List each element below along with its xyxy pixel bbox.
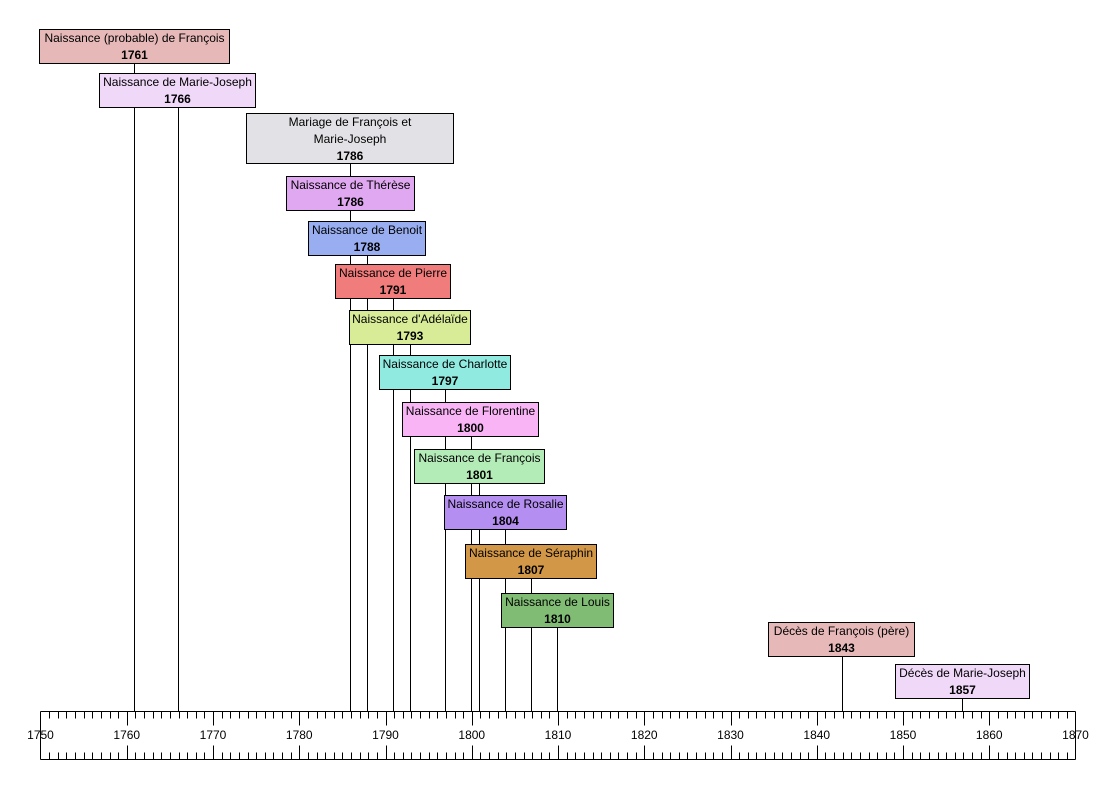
tick-label: 1770	[200, 728, 227, 742]
event-box: Naissance de Marie-Joseph 1766	[99, 73, 256, 108]
event-year: 1801	[466, 468, 493, 482]
event-year: 1800	[457, 421, 484, 435]
event-label: Naissance de Florentine	[405, 404, 536, 418]
event-box: Naissance de Benoit 1788	[308, 221, 426, 256]
event-year: 1761	[121, 48, 148, 62]
event-label: Naissance de Charlotte	[382, 357, 508, 371]
event-label: Naissance d'Adélaïde	[352, 312, 468, 326]
event-box: Décès de Marie-Joseph 1857	[895, 664, 1030, 699]
tick-label: 1820	[631, 728, 658, 742]
tick-label: 1750	[27, 728, 54, 742]
event-box: Naissance de François 1801	[414, 449, 545, 484]
tick-label: 1850	[890, 728, 917, 742]
event-label: Naissance de Benoit	[311, 223, 423, 237]
event-box: Naissance d'Adélaïde 1793	[349, 310, 471, 345]
event-label: Mariage de François et Marie-Joseph	[288, 115, 412, 146]
event-box: Naissance de Charlotte 1797	[379, 355, 511, 390]
event-year: 1804	[492, 514, 519, 528]
event-label: Naissance de Séraphin	[468, 546, 594, 560]
event-box: Naissance de Séraphin 1807	[465, 544, 597, 579]
event-label: Naissance de François	[418, 451, 541, 465]
timeline-axis: 1750 1760 1770 1780 1790 1800 1810 1820 1830 1840…	[27, 711, 1089, 760]
event-label: Décès de François (père)	[773, 624, 910, 638]
event-box: Naissance de Pierre 1791	[335, 264, 451, 299]
event-box: Naissance (probable) de François 1761	[39, 29, 230, 64]
tick-label: 1780	[286, 728, 313, 742]
tick-label: 1790	[372, 728, 399, 742]
tick-label: 1800	[458, 728, 485, 742]
tick-label: 1870	[1062, 728, 1089, 742]
event-box: Naissance de Thérèse 1786	[286, 176, 415, 211]
event-label: Naissance de Louis	[505, 595, 610, 609]
tick-label: 1810	[545, 728, 572, 742]
event-label: Naissance de Thérèse	[290, 178, 411, 192]
event-year: 1791	[379, 283, 407, 297]
tick-label: 1760	[113, 728, 140, 742]
event-box: Mariage de François et Marie-Joseph 1786	[246, 113, 454, 164]
event-year: 1797	[431, 374, 459, 388]
event-year: 1843	[828, 641, 855, 655]
event-year: 1857	[949, 683, 976, 697]
event-year: 1788	[353, 240, 381, 254]
event-label: Naissance de Pierre	[338, 266, 448, 280]
event-box: Naissance de Florentine 1800	[402, 402, 539, 437]
event-label: Naissance (probable) de François	[44, 31, 225, 45]
event-box: Naissance de Rosalie 1804	[444, 495, 567, 530]
event-label: Décès de Marie-Joseph	[899, 666, 1026, 680]
event-year: 1807	[517, 563, 545, 577]
event-year: 1766	[164, 92, 191, 106]
event-box: Naissance de Louis 1810	[501, 593, 614, 628]
event-year: 1810	[544, 612, 571, 626]
event-year: 1793	[396, 329, 424, 343]
event-year: 1786	[336, 149, 364, 163]
tick-label: 1860	[976, 728, 1003, 742]
event-year: 1786	[337, 195, 364, 209]
event-label: Naissance de Marie-Joseph	[103, 75, 252, 89]
tick-label: 1840	[803, 728, 830, 742]
event-box: Décès de François (père) 1843	[768, 622, 915, 657]
event-label: Naissance de Rosalie	[447, 497, 564, 511]
tick-label: 1830	[717, 728, 744, 742]
